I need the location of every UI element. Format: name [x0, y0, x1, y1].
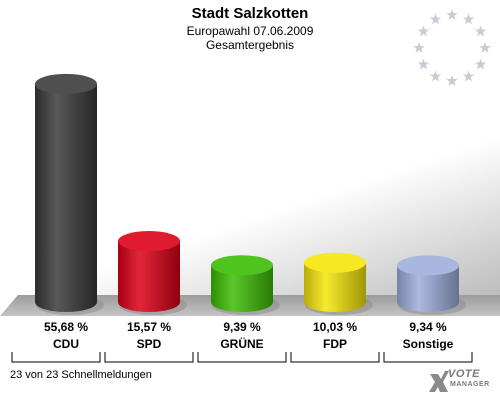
category-axis [11, 352, 473, 363]
star [474, 25, 487, 37]
chart-title: Stadt Salzkotten [191, 5, 309, 22]
logo-line2: MANAGER [450, 381, 490, 388]
star [417, 58, 430, 70]
category-bracket [197, 352, 287, 363]
value-label: 10,03 % [313, 320, 357, 334]
votemanager-x-icon [429, 371, 449, 392]
votemanager-logo: VOTE MANAGER [428, 366, 498, 398]
star [417, 25, 430, 37]
bar-cdu [35, 73, 104, 315]
category-bracket [11, 352, 101, 363]
category-bracket [290, 352, 380, 363]
chart-subsubtitle: Gesamtergebnis [205, 38, 295, 52]
category-label: SPD [137, 337, 162, 351]
value-label: 15,57 % [127, 320, 171, 334]
category-label: Sonstige [403, 337, 454, 351]
eu-stars-icon [413, 9, 491, 86]
category-bracket [383, 352, 473, 363]
bar-sonstige [397, 255, 466, 315]
bar-spd [118, 231, 187, 315]
bar-gr-ne [211, 255, 280, 315]
bar-fdp [304, 252, 373, 315]
value-label: 9,34 % [409, 320, 447, 334]
star [462, 70, 475, 82]
star [429, 13, 442, 25]
star [429, 70, 442, 82]
category-label: CDU [53, 337, 79, 351]
star [462, 13, 475, 25]
star [413, 42, 425, 53]
chart-subtitle: Europawahl 07.06.2009 [186, 24, 314, 38]
category-label: FDP [323, 337, 347, 351]
value-label: 55,68 % [44, 320, 88, 334]
star [446, 75, 458, 86]
star [446, 9, 458, 20]
star [474, 58, 487, 70]
category-label: GRÜNE [220, 336, 263, 351]
category-bracket [104, 352, 194, 363]
star [479, 42, 491, 53]
reports-status: 23 von 23 Schnellmeldungen [10, 369, 152, 381]
logo-line1: VOTE [448, 368, 480, 380]
value-label: 9,39 % [223, 320, 261, 334]
